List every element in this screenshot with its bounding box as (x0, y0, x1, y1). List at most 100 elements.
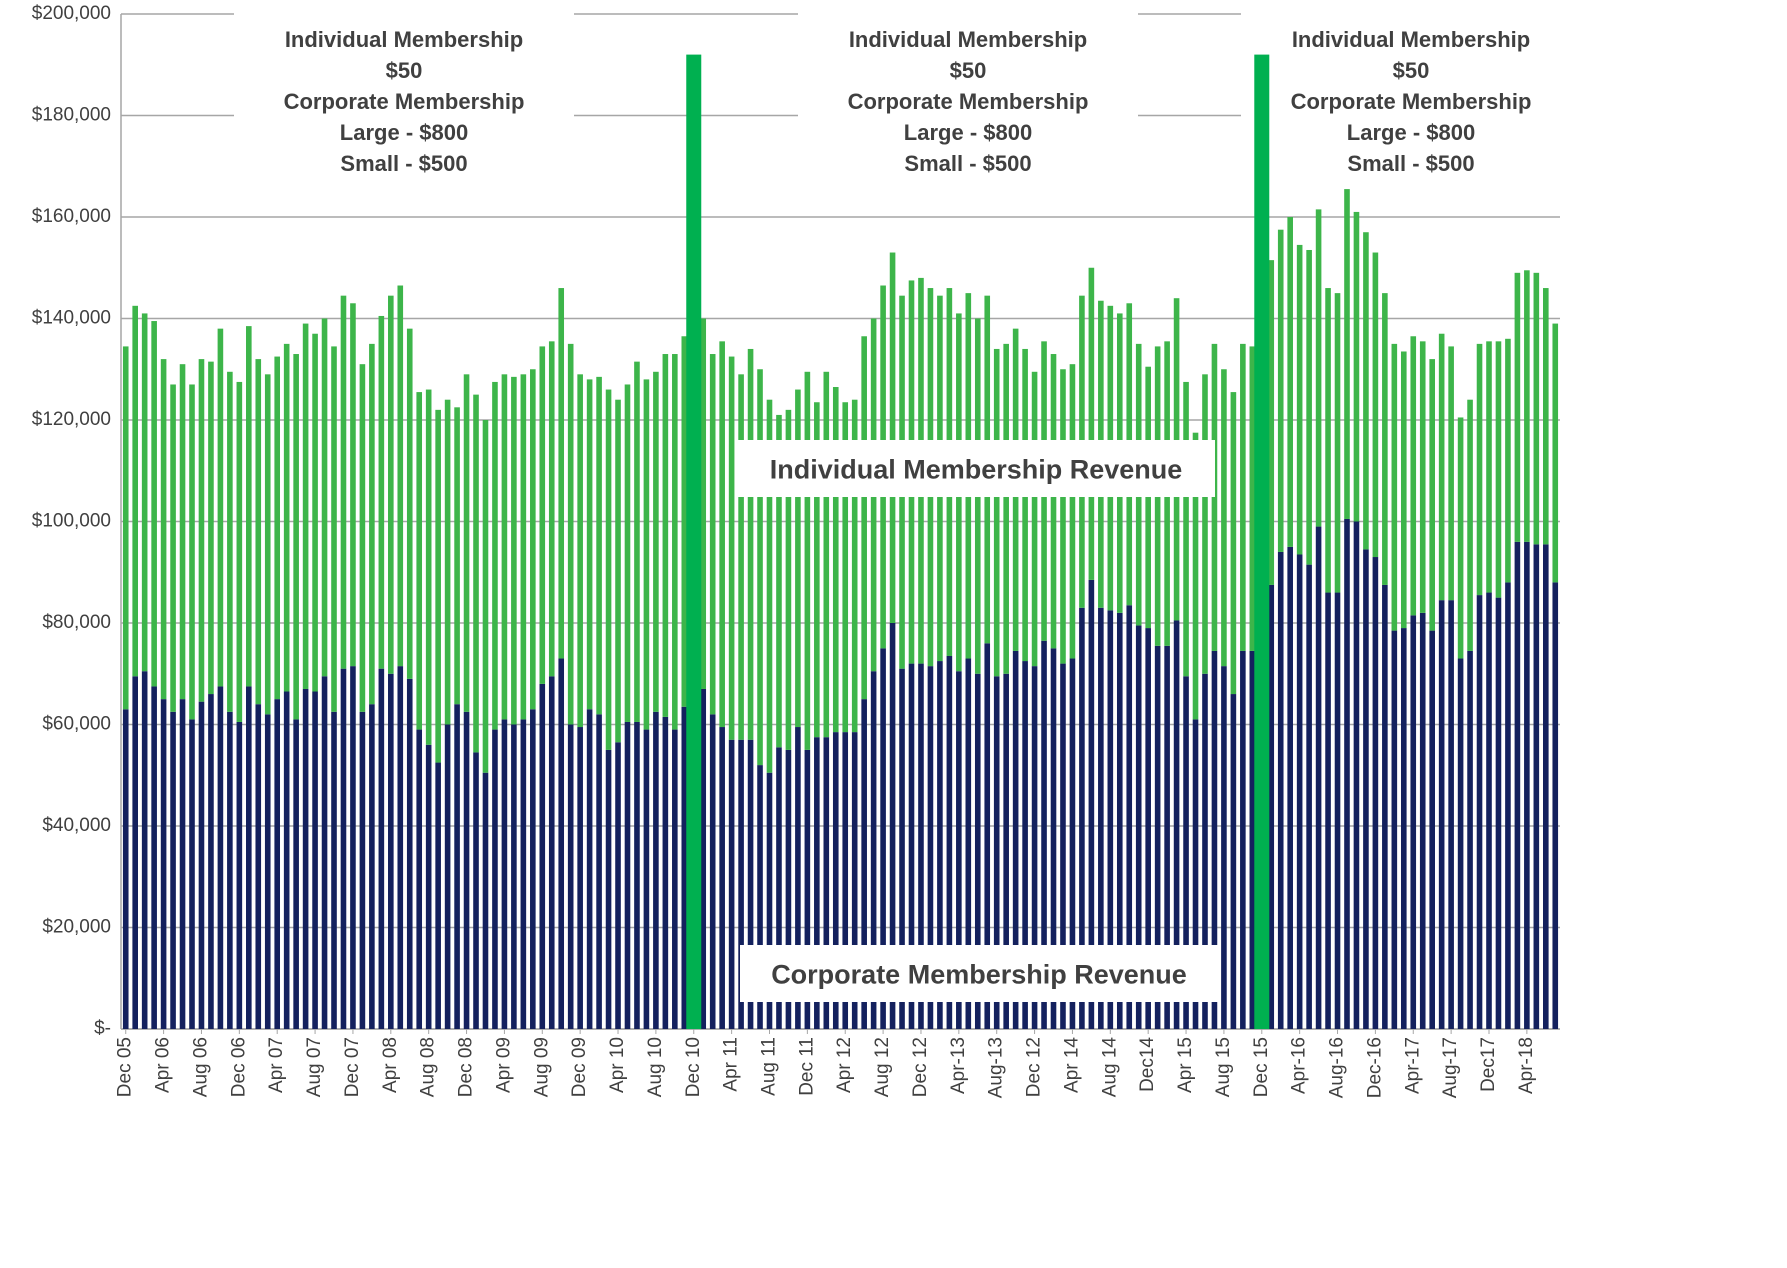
x-tick-label: Apr 15 (1175, 1037, 1196, 1093)
bar (1088, 267, 1095, 580)
bar (1003, 673, 1009, 1029)
x-tick-label: Apr-13 (948, 1037, 969, 1094)
x-tick-label: Dec 07 (342, 1037, 363, 1097)
bar (804, 749, 811, 1029)
bar (870, 671, 877, 1029)
bar (1438, 333, 1445, 601)
bar (501, 374, 508, 720)
bar (615, 742, 621, 1029)
y-tick-label: $80,000 (42, 612, 111, 633)
bar (1505, 338, 1511, 583)
bar (539, 683, 546, 1029)
bar (776, 747, 782, 1029)
bar (567, 724, 574, 1029)
annotation: Small - $500 (340, 151, 467, 176)
x-tick-label: Dec 11 (796, 1037, 817, 1096)
bar (122, 346, 129, 710)
x-tick-label: Aug-13 (986, 1037, 1007, 1098)
x-tick-label: Apr-17 (1402, 1037, 1423, 1094)
bar (293, 719, 299, 1029)
bar (492, 381, 498, 730)
bar (653, 711, 659, 1029)
bar (974, 673, 981, 1029)
bar (1495, 597, 1502, 1029)
bar (1022, 661, 1028, 1029)
bar (1467, 399, 1473, 651)
bar (795, 389, 801, 728)
bar (1145, 628, 1151, 1029)
bar (530, 369, 536, 710)
bar (1372, 557, 1379, 1029)
series-label-background (740, 945, 1218, 1002)
bar (719, 341, 725, 728)
bar (312, 691, 318, 1029)
bar (369, 343, 375, 705)
bar (1069, 658, 1076, 1029)
bar (160, 359, 167, 700)
bar (1069, 364, 1076, 659)
bar (728, 739, 735, 1029)
bar (1240, 650, 1246, 1029)
bar (1344, 189, 1350, 519)
bar (842, 402, 849, 733)
bar (246, 326, 252, 687)
bar (1249, 346, 1256, 651)
bar (1116, 612, 1123, 1029)
bar (331, 711, 337, 1029)
bar (1315, 209, 1322, 527)
bar (1552, 323, 1559, 583)
bar (1230, 694, 1237, 1029)
x-tick-label: Dec17 (1478, 1037, 1499, 1092)
bar (1533, 272, 1540, 545)
bar (539, 346, 546, 684)
bar (1254, 54, 1270, 1030)
bar (1486, 592, 1492, 1029)
bar (1022, 348, 1028, 662)
y-tick-label: $120,000 (32, 409, 111, 430)
bar (1126, 605, 1133, 1029)
bar (814, 402, 820, 738)
bar (823, 371, 830, 738)
bar (1400, 351, 1407, 629)
bar (1410, 615, 1417, 1029)
annotation-background (798, 8, 1138, 178)
bar (141, 671, 148, 1029)
bar (217, 686, 224, 1029)
bar (567, 343, 574, 725)
bar (672, 354, 678, 730)
bar (937, 661, 943, 1029)
bar (686, 54, 702, 1030)
bar (899, 668, 905, 1029)
bar (1419, 612, 1426, 1029)
bar (321, 318, 328, 677)
x-tick-label: Dec14 (1137, 1037, 1158, 1092)
bar (208, 694, 214, 1029)
bar (596, 714, 602, 1029)
bar (1382, 584, 1388, 1029)
bar (189, 719, 195, 1029)
annotation: Small - $500 (904, 151, 1031, 176)
bar (1542, 544, 1549, 1029)
bar (577, 727, 583, 1029)
series-label: Corporate Membership Revenue (771, 960, 1187, 990)
bar (1277, 229, 1284, 552)
bar (246, 686, 252, 1029)
bar (1192, 719, 1199, 1029)
bar (378, 315, 385, 669)
y-tick-label: $100,000 (32, 511, 111, 532)
bar (1268, 260, 1275, 585)
x-tick-label: Aug 14 (1099, 1037, 1120, 1098)
x-tick-label: Aug 12 (872, 1037, 893, 1097)
bar (170, 711, 176, 1029)
bar (643, 729, 650, 1029)
bar (293, 354, 299, 720)
bar (435, 762, 441, 1029)
bar (217, 328, 224, 687)
annotation: Large - $800 (904, 120, 1032, 145)
bar (1448, 346, 1454, 601)
bar (1211, 343, 1218, 651)
bar (1041, 640, 1047, 1029)
bar (1438, 600, 1445, 1029)
bar (1363, 232, 1369, 550)
bar (350, 666, 356, 1029)
